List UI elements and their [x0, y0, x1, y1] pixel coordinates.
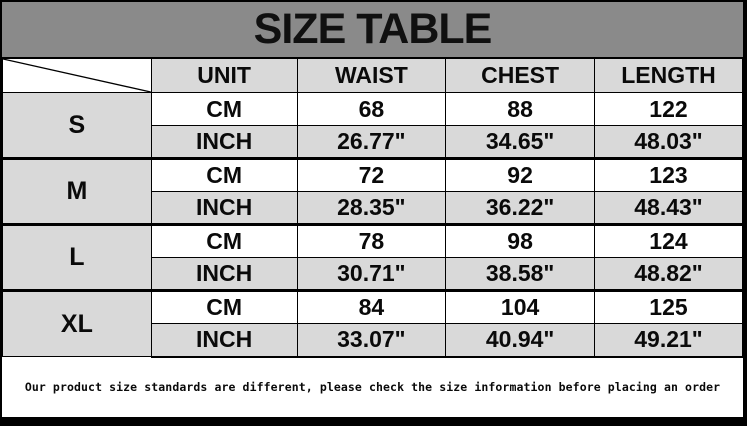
table-cell: 48.03" [593, 125, 744, 159]
table-row: L CM 78 98 124 [2, 223, 744, 291]
table-cell: 72 [296, 157, 447, 192]
size-label-l: L [2, 223, 152, 291]
table-row: INCH 33.07" 40.94" 49.21" [3, 323, 744, 358]
table-cell: 123 [593, 157, 744, 192]
table-cell: 124 [593, 223, 744, 258]
diagonal-divider-icon [3, 59, 151, 92]
table-cell: 36.22" [445, 191, 595, 225]
table-cell: 78 [296, 223, 447, 258]
column-header-length: LENGTH [593, 58, 744, 93]
column-header-chest: CHEST [445, 58, 595, 93]
unit-cell: CM [150, 289, 298, 324]
table-cell: 98 [445, 223, 595, 258]
table-row: M CM 72 92 123 [2, 157, 744, 225]
unit-cell: CM [150, 157, 298, 192]
table-cell: 28.35" [296, 191, 447, 225]
table-cell: 30.71" [296, 257, 447, 291]
table-cell: 33.07" [296, 323, 447, 358]
size-table: UNIT WAIST CHEST LENGTH S CM 68 88 122 I… [2, 58, 744, 358]
disclaimer-box: Our product size standards are different… [2, 357, 743, 417]
unit-cell: CM [150, 92, 298, 126]
table-row: S CM 68 88 122 [2, 92, 744, 159]
table-cell: 84 [296, 289, 447, 324]
unit-cell: INCH [150, 323, 298, 358]
header-row: UNIT WAIST CHEST LENGTH [2, 58, 744, 93]
size-label-m: M [2, 157, 152, 225]
table-row: XL CM 84 104 125 [2, 289, 744, 357]
table-cell: 68 [296, 92, 447, 126]
table-row: INCH 30.71" 38.58" 48.82" [3, 257, 744, 291]
title-band: SIZE TABLE [2, 2, 743, 58]
corner-cell [2, 58, 152, 93]
table-cell: 88 [445, 92, 595, 126]
table-cell: 104 [445, 289, 595, 324]
table-cell: 26.77" [296, 125, 447, 159]
unit-cell: INCH [150, 257, 298, 291]
table-row: INCH 26.77" 34.65" 48.03" [3, 125, 744, 159]
table-cell: 38.58" [445, 257, 595, 291]
table-cell: 122 [593, 92, 744, 126]
column-header-unit: UNIT [150, 58, 298, 93]
table-cell: 40.94" [445, 323, 595, 358]
unit-cell: INCH [150, 125, 298, 159]
table-cell: 48.82" [593, 257, 744, 291]
unit-cell: CM [150, 223, 298, 258]
column-header-waist: WAIST [296, 58, 447, 93]
size-label-xl: XL [2, 289, 152, 357]
table-cell: 125 [593, 289, 744, 324]
table-cell: 34.65" [445, 125, 595, 159]
table-cell: 92 [445, 157, 595, 192]
table-cell: 48.43" [593, 191, 744, 225]
size-label-s: S [2, 92, 152, 159]
page-title: SIZE TABLE [253, 5, 493, 53]
table-cell: 49.21" [593, 323, 744, 358]
disclaimer-text: Our product size standards are different… [24, 380, 721, 395]
unit-cell: INCH [150, 191, 298, 225]
bottom-bar [2, 417, 743, 426]
table-row: INCH 28.35" 36.22" 48.43" [3, 191, 744, 225]
